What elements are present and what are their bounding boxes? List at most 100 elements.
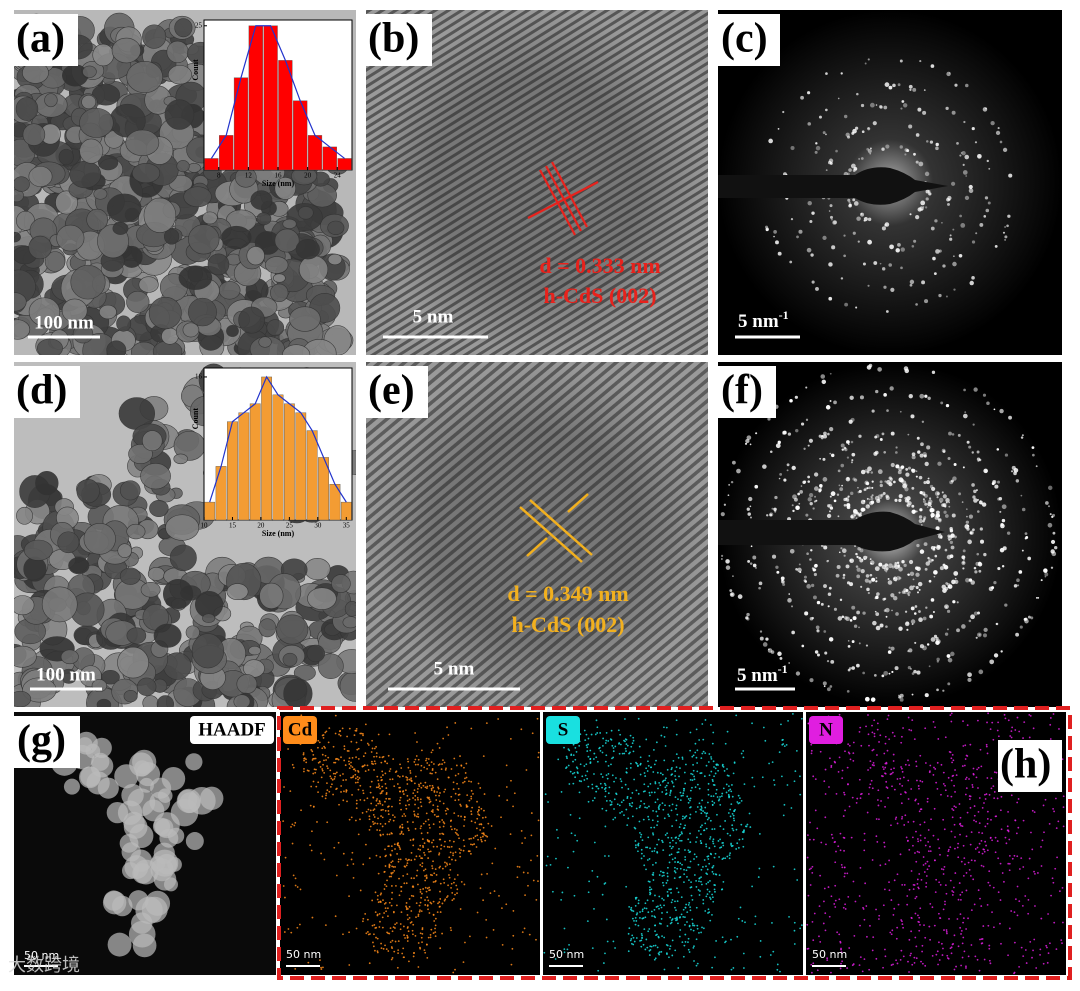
eds-dot xyxy=(697,863,700,866)
spot xyxy=(838,551,841,554)
particle xyxy=(238,306,265,334)
eds-dot xyxy=(711,800,714,803)
eds-dot xyxy=(342,799,345,802)
eds-dot xyxy=(717,764,719,766)
eds-dot xyxy=(406,776,409,779)
eds-dot xyxy=(893,879,896,882)
eds-dot xyxy=(709,837,711,840)
eds-dot xyxy=(722,844,725,847)
eds-dot xyxy=(459,855,462,858)
eds-dot xyxy=(560,898,563,901)
spot xyxy=(787,432,792,436)
eds-dot xyxy=(510,779,512,782)
spot xyxy=(972,495,976,499)
eds-dot xyxy=(322,763,324,766)
eds-dot xyxy=(443,845,446,848)
spot xyxy=(936,639,941,644)
spot xyxy=(928,665,931,668)
spot xyxy=(1006,224,1009,228)
spot xyxy=(953,255,955,258)
spot xyxy=(909,279,915,285)
eds-dot xyxy=(644,916,647,919)
eds-dot xyxy=(696,762,699,764)
eds-dot xyxy=(900,919,903,921)
eds-dot xyxy=(570,832,573,835)
eds-dot xyxy=(317,781,320,784)
eds-dot xyxy=(419,827,422,830)
eds-dot xyxy=(785,743,788,746)
eds-dot xyxy=(846,967,849,969)
spot xyxy=(926,445,931,450)
eds-dot xyxy=(424,820,427,823)
spot xyxy=(908,84,913,89)
eds-dot xyxy=(355,807,358,810)
eds-dot xyxy=(687,849,690,852)
spot xyxy=(831,245,836,250)
eds-dot xyxy=(376,898,379,901)
eds-dot xyxy=(926,800,929,803)
spot xyxy=(888,476,892,480)
eds-dot xyxy=(589,762,592,764)
eds-dot xyxy=(954,791,956,793)
eds-dot xyxy=(871,787,874,790)
eds-dot xyxy=(950,779,953,782)
eds-dot xyxy=(658,781,661,784)
spot xyxy=(800,485,803,487)
spot xyxy=(966,515,968,518)
eds-dot xyxy=(758,867,761,870)
eds-dot xyxy=(741,920,744,922)
eds-dot xyxy=(866,935,868,938)
eds-dot xyxy=(848,947,851,949)
eds-dot xyxy=(401,823,404,826)
spot xyxy=(893,563,897,567)
eds-dot xyxy=(993,926,995,929)
spot xyxy=(983,552,987,557)
eds-dot xyxy=(439,792,441,794)
particle xyxy=(112,222,129,235)
eds-dot xyxy=(413,810,415,813)
eds-dot xyxy=(629,939,632,942)
spot xyxy=(974,141,978,144)
eds-dot xyxy=(905,836,908,839)
spot xyxy=(843,446,847,450)
eds-dot xyxy=(663,968,666,971)
eds-dot xyxy=(387,813,390,816)
eds-dot xyxy=(406,862,409,865)
particle xyxy=(28,235,52,260)
eds-dot xyxy=(671,858,674,861)
eds-dot xyxy=(648,889,651,891)
spot xyxy=(1025,536,1029,539)
eds-dot xyxy=(907,716,910,719)
eds-dot xyxy=(990,777,993,780)
eds-dot xyxy=(348,757,351,760)
spot xyxy=(956,628,960,633)
spot xyxy=(970,614,975,620)
eds-dot xyxy=(996,797,999,800)
particle xyxy=(69,160,102,189)
spot xyxy=(919,549,925,554)
eds-dot xyxy=(324,797,327,800)
eds-dot xyxy=(713,775,715,778)
eds-dot xyxy=(640,945,643,948)
eds-dot xyxy=(439,911,442,913)
eds-dot xyxy=(973,903,976,906)
eds-dot xyxy=(690,928,692,931)
eds-dot xyxy=(646,899,649,902)
spot xyxy=(903,563,907,568)
eds-dot xyxy=(412,955,415,958)
spot xyxy=(888,85,893,90)
spot xyxy=(807,475,811,479)
eds-dot xyxy=(936,787,939,790)
eds-dot xyxy=(873,764,875,767)
eds-dot xyxy=(413,877,415,880)
eds-dot xyxy=(315,785,318,788)
eds-dot xyxy=(683,944,686,947)
spot xyxy=(853,167,858,171)
eds-dot xyxy=(924,936,927,939)
spot xyxy=(961,560,966,566)
eds-dot xyxy=(458,847,461,850)
eds-dot xyxy=(635,920,638,922)
spot xyxy=(861,130,865,134)
eds-dot xyxy=(421,928,424,931)
eds-dot xyxy=(1001,872,1004,874)
